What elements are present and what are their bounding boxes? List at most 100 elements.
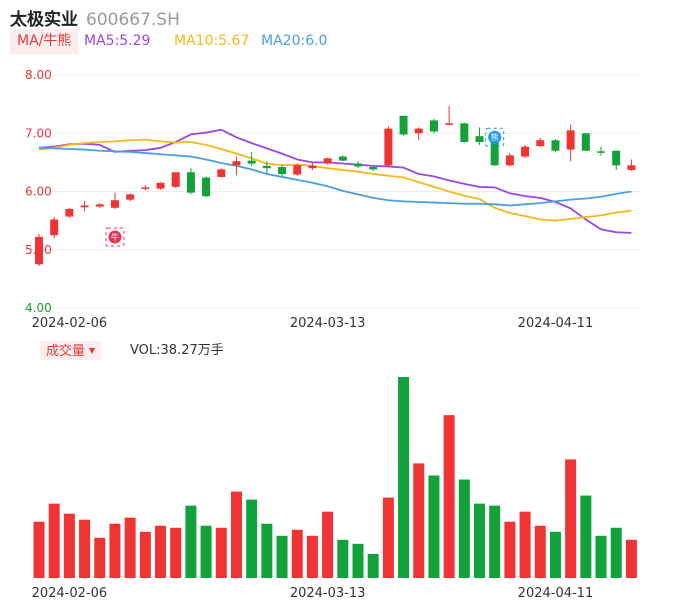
volume-bar bbox=[519, 511, 531, 578]
candle-body bbox=[186, 172, 195, 193]
candle-body bbox=[293, 165, 302, 175]
candle-body bbox=[353, 163, 362, 167]
candle bbox=[597, 146, 606, 156]
candle bbox=[171, 172, 180, 189]
candle-body bbox=[80, 205, 89, 208]
moving-average-lines bbox=[38, 128, 632, 234]
dropdown-triangle-icon: ▼ bbox=[89, 346, 96, 355]
volume-bar bbox=[276, 535, 288, 578]
candle-body bbox=[536, 140, 545, 147]
candle bbox=[490, 140, 499, 166]
volume-bar bbox=[155, 525, 167, 578]
volume-bar bbox=[580, 495, 592, 578]
candle bbox=[460, 122, 469, 143]
ma5-value: MA5:5.29 bbox=[84, 33, 151, 49]
volume-bar bbox=[352, 543, 364, 578]
stock-code: 600667.SH bbox=[86, 10, 180, 30]
marker-label: 熊 bbox=[491, 132, 499, 142]
stock-header: 太极实业 600667.SH bbox=[10, 5, 180, 30]
candle bbox=[262, 161, 271, 175]
candle bbox=[521, 144, 530, 158]
candle-body bbox=[521, 146, 530, 157]
candle bbox=[505, 153, 514, 167]
candle bbox=[293, 163, 302, 176]
signal-marker[interactable]: 牛 bbox=[105, 227, 125, 247]
volume-bar bbox=[382, 497, 394, 578]
candle bbox=[80, 200, 89, 212]
volume-bar bbox=[565, 459, 577, 578]
marker-label: 牛 bbox=[111, 232, 119, 242]
candle-body bbox=[369, 167, 378, 170]
volume-bar bbox=[428, 475, 440, 578]
candle-body bbox=[566, 130, 575, 150]
volume-bar bbox=[337, 539, 349, 578]
volume-bar bbox=[610, 527, 622, 578]
marker-frame bbox=[485, 127, 505, 147]
candle bbox=[353, 161, 362, 169]
volume-bar bbox=[170, 527, 182, 578]
candle bbox=[35, 234, 43, 267]
candle-body bbox=[429, 120, 438, 132]
ma10-line bbox=[38, 138, 632, 222]
candle-body bbox=[460, 123, 469, 142]
volume-bar bbox=[63, 513, 75, 578]
volume-bar bbox=[79, 519, 91, 578]
candle-body bbox=[399, 115, 408, 135]
volume-bar bbox=[306, 535, 318, 578]
candle bbox=[536, 137, 545, 148]
candle-body bbox=[278, 167, 287, 175]
volume-bar bbox=[215, 527, 227, 578]
price-axis: 8.00 7.00 6.00 5.00 4.00 bbox=[25, 68, 52, 315]
volume-bar bbox=[534, 525, 546, 578]
volume-bar bbox=[185, 505, 197, 578]
ma-indicator-button[interactable]: MA/牛熊 bbox=[10, 29, 79, 54]
candle bbox=[414, 127, 423, 141]
stock-name: 太极实业 bbox=[10, 10, 78, 30]
x-tick-label: 2024-03-13 bbox=[290, 316, 366, 331]
candle bbox=[247, 151, 256, 166]
volume-bar bbox=[33, 521, 45, 578]
candle-body bbox=[612, 150, 621, 166]
candle bbox=[110, 192, 119, 209]
y-tick-label: 5.00 bbox=[25, 243, 52, 257]
candle-body bbox=[65, 208, 74, 217]
volume-bar bbox=[48, 503, 60, 578]
candle-body bbox=[141, 187, 150, 189]
volume-bar bbox=[94, 537, 106, 578]
candle-body bbox=[217, 169, 226, 177]
volume-bar bbox=[291, 529, 303, 578]
candle bbox=[308, 162, 317, 170]
candle bbox=[202, 176, 211, 198]
candle bbox=[232, 156, 241, 176]
y-tick-label: 6.00 bbox=[25, 185, 52, 199]
volume-bar bbox=[595, 535, 607, 578]
candle-body bbox=[597, 151, 606, 153]
volume-value: VOL:38.27万手 bbox=[130, 343, 224, 358]
volume-bar bbox=[322, 511, 334, 578]
volume-date-axis: 2024-02-06 2024-03-13 2024-04-11 bbox=[32, 586, 594, 601]
volume-indicator-button[interactable]: 成交量 ▼ bbox=[40, 341, 102, 360]
candle bbox=[551, 139, 560, 152]
ma20-value: MA20:6.0 bbox=[261, 33, 328, 49]
candle-body bbox=[247, 160, 256, 164]
candle-body bbox=[445, 123, 454, 125]
candle-body bbox=[475, 136, 484, 142]
candle bbox=[581, 133, 590, 151]
candle-body bbox=[126, 194, 135, 200]
marker-dot bbox=[488, 130, 502, 144]
candle bbox=[141, 185, 150, 191]
candle bbox=[50, 217, 59, 239]
volume-bar bbox=[246, 499, 258, 578]
candle-body bbox=[308, 165, 317, 169]
volume-bar bbox=[109, 523, 121, 578]
candle-body bbox=[35, 236, 43, 265]
candle bbox=[445, 105, 454, 125]
x-tick-label: 2024-04-11 bbox=[518, 316, 594, 331]
candle-body bbox=[262, 165, 271, 169]
candle-body bbox=[156, 182, 165, 189]
candle-body bbox=[110, 200, 119, 208]
signal-marker[interactable]: 熊 bbox=[485, 127, 505, 147]
y-tick-label: 8.00 bbox=[25, 68, 52, 82]
ma20-line bbox=[38, 146, 632, 207]
candle-body bbox=[551, 140, 560, 151]
